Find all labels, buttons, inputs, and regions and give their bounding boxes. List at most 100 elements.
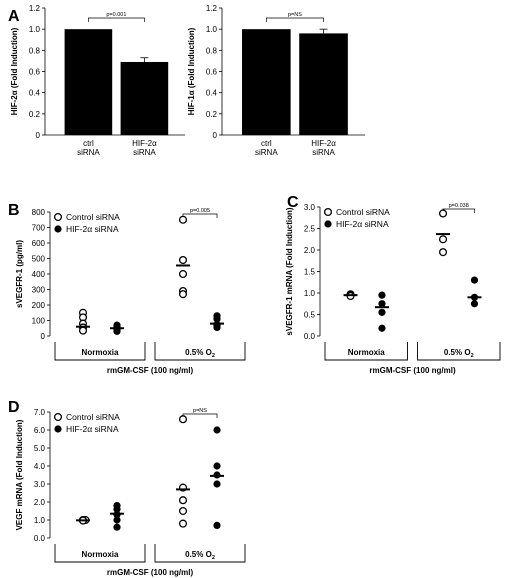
p-value: p=NS xyxy=(193,408,207,414)
significance-bracket xyxy=(442,208,475,213)
bar xyxy=(120,61,169,135)
group-label: Normoxia xyxy=(82,348,119,357)
y-tick-label: 400 xyxy=(32,270,46,279)
y-tick-label: 0.2 xyxy=(29,110,41,119)
y-tick-label: 7.0 xyxy=(34,408,46,417)
data-point-hif2a xyxy=(113,516,121,524)
p-value: p=0.038 xyxy=(449,203,469,209)
group-label-text: 0.5% O xyxy=(185,550,212,559)
bar xyxy=(299,33,348,135)
y-tick-label: 1.5 xyxy=(304,268,316,277)
legend-marker-control xyxy=(323,207,333,217)
bar xyxy=(64,29,113,136)
y-tick-label: 0.8 xyxy=(206,46,218,55)
legend-marker-control xyxy=(53,212,63,222)
y-tick-label: 0.6 xyxy=(29,68,41,77)
x-axis-title: rmGM-CSF (100 ng/ml) xyxy=(107,568,194,577)
group-box xyxy=(417,342,501,361)
y-tick-label: 0.8 xyxy=(29,46,41,55)
y-tick-label: 0.6 xyxy=(206,68,218,77)
y-axis-title: HIF-1α (Fold Induction) xyxy=(187,27,196,115)
group-box xyxy=(154,342,246,361)
data-point-control xyxy=(438,209,448,218)
data-point-hif2a xyxy=(213,323,221,332)
group-label: 0.5% O2 xyxy=(185,348,215,359)
data-point-control xyxy=(178,215,188,224)
y-tick-label: 2.5 xyxy=(304,225,316,234)
bar xyxy=(242,29,291,136)
y-tick-label: 500 xyxy=(32,255,46,264)
y-tick-label: 1.0 xyxy=(206,25,218,34)
group-box xyxy=(324,342,408,361)
data-point-hif2a xyxy=(213,315,221,323)
p-value: p=0.001 xyxy=(106,12,126,18)
group-label-text: 0.5% O xyxy=(444,348,471,357)
group-label: Normoxia xyxy=(348,348,385,357)
y-tick-label: 5.0 xyxy=(34,444,46,453)
data-point-control xyxy=(178,255,188,265)
y-tick-label: 0 xyxy=(213,131,218,140)
group-label: Normoxia xyxy=(82,550,119,559)
x-category-label: ctrl xyxy=(261,139,272,148)
significance-bracket xyxy=(182,413,218,418)
data-point-hif2a xyxy=(378,291,386,299)
x-axis-title: rmGM-CSF (100 ng/ml) xyxy=(107,366,194,375)
y-tick-label: 0.4 xyxy=(29,89,41,98)
panel-letter-d: D xyxy=(8,399,20,416)
y-tick-label: 200 xyxy=(32,301,46,310)
data-point-hif2a xyxy=(213,462,221,470)
p-value: p=0.005 xyxy=(190,208,210,214)
y-tick-label: 0.2 xyxy=(206,110,218,119)
y-tick-label: 1.0 xyxy=(34,516,46,525)
panel-letter-c: C xyxy=(287,194,299,211)
data-point-control xyxy=(178,290,188,299)
legend-label-hif2a: HIF-2α siRNA xyxy=(66,224,119,234)
y-axis-title: HIF-2α (Fold Induction) xyxy=(10,27,19,115)
group-box xyxy=(54,544,146,563)
y-tick-label: 1.0 xyxy=(304,289,316,298)
data-point-hif2a xyxy=(213,480,221,488)
group-label: 0.5% O2 xyxy=(185,550,215,561)
x-category-label: HIF-2α xyxy=(132,139,157,148)
y-tick-label: 1.0 xyxy=(29,25,41,34)
y-tick-label: 0 xyxy=(36,131,41,140)
legend-label-control: Control siRNA xyxy=(66,212,120,222)
y-tick-label: 100 xyxy=(32,317,46,326)
legend-marker-hif2a xyxy=(324,220,332,228)
data-point-hif2a xyxy=(113,523,121,531)
y-tick-label: 0.5 xyxy=(304,311,316,320)
data-point-hif2a xyxy=(470,276,479,284)
group-box xyxy=(54,342,146,361)
y-tick-label: 3.0 xyxy=(304,203,316,212)
x-category-label: siRNA xyxy=(255,148,278,157)
data-point-hif2a xyxy=(113,327,121,335)
legend-label-hif2a: HIF-2α siRNA xyxy=(336,219,389,229)
group-label-subscript: 2 xyxy=(212,555,215,561)
legend-label-control: Control siRNA xyxy=(336,207,390,217)
significance-bracket xyxy=(182,213,218,218)
data-point-hif2a xyxy=(378,300,386,308)
data-point-hif2a xyxy=(378,308,386,316)
y-tick-label: 2.0 xyxy=(304,246,316,255)
x-category-label: siRNA xyxy=(77,148,100,157)
x-axis-title: rmGM-CSF (100 ng/ml) xyxy=(369,366,456,375)
x-category-label: HIF-2α xyxy=(311,139,336,148)
legend-marker-control xyxy=(53,412,63,422)
y-tick-label: 300 xyxy=(32,286,46,295)
data-point-control xyxy=(438,235,448,244)
data-point-hif2a xyxy=(213,426,221,434)
legend-label-hif2a: HIF-2α siRNA xyxy=(66,424,119,434)
data-point-hif2a xyxy=(470,300,479,308)
legend-marker-hif2a xyxy=(54,425,62,433)
y-axis-title: sVEGFR-1 (pg/ml) xyxy=(15,240,24,308)
significance-bracket xyxy=(265,17,324,22)
legend-label-control: Control siRNA xyxy=(66,412,120,422)
panel-letter-a: A xyxy=(8,8,20,25)
y-tick-label: 600 xyxy=(32,239,46,248)
data-point-hif2a xyxy=(378,324,386,332)
y-tick-label: 3.0 xyxy=(34,480,46,489)
y-axis-title: VEGF mRNA (Fold Induction) xyxy=(15,419,24,530)
significance-bracket xyxy=(88,17,145,22)
x-category-label: siRNA xyxy=(133,148,156,157)
